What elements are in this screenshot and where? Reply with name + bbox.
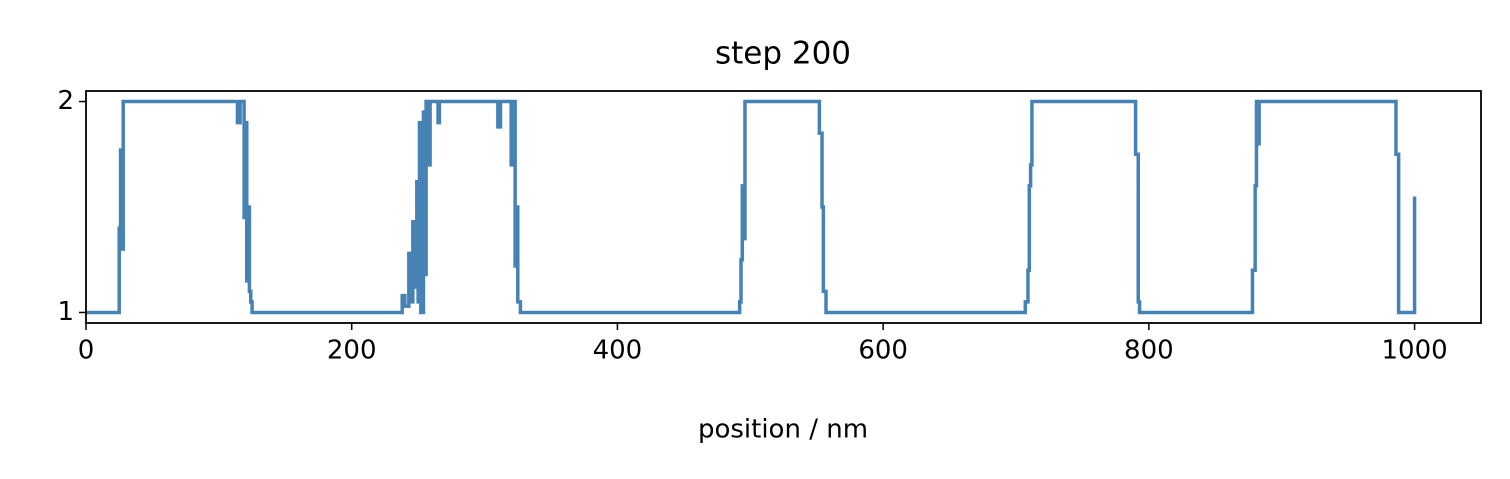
y-tick-label: 1: [57, 297, 74, 327]
x-axis-label: position / nm: [698, 415, 868, 445]
data-line: [86, 99, 1417, 315]
plot-frame: [85, 90, 1482, 324]
y-tick-label: 2: [57, 86, 74, 116]
x-tick-label: 200: [327, 336, 377, 366]
chart-title: step 200: [715, 36, 851, 72]
x-tick-label: 400: [593, 336, 643, 366]
x-tick-label: 0: [78, 336, 95, 366]
x-tick-label: 800: [1124, 336, 1174, 366]
x-tick-label: 1000: [1381, 336, 1447, 366]
x-tick-label: 600: [858, 336, 908, 366]
